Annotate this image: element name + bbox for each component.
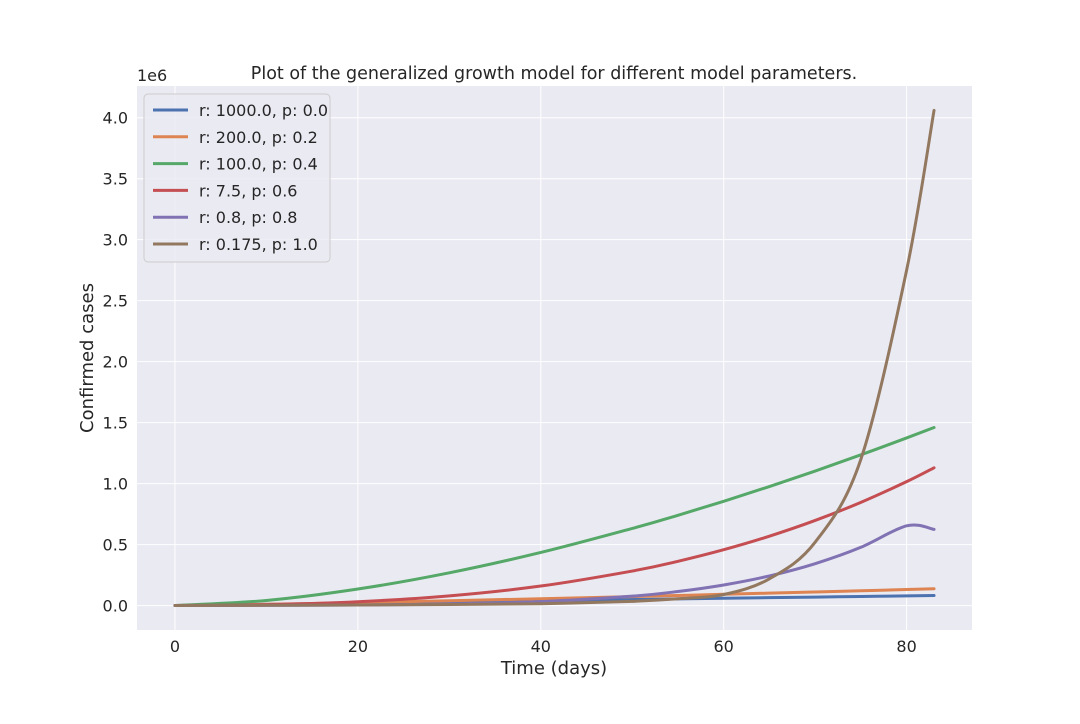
y-tick-label: 1.5 [103,414,128,433]
legend-label: r: 200.0, p: 0.2 [199,128,318,147]
legend-label: r: 0.175, p: 1.0 [199,235,318,254]
y-tick-label: 4.0 [103,109,128,128]
series-line [173,426,936,607]
series-line [173,466,936,607]
y-tick-label: 0.0 [103,597,128,616]
x-tick-label: 80 [896,637,916,656]
y-tick-label: 2.5 [103,292,128,311]
x-axis-label: Time (days) [500,658,607,679]
y-tick-label: 2.0 [103,353,128,372]
legend: r: 1000.0, p: 0.0 r: 200.0, p: 0.2 r: 100.… [143,93,331,263]
x-tick-label: 0 [170,637,180,656]
y-tick-label: 1.0 [103,475,128,494]
x-tick-label: 40 [531,637,551,656]
legend-label: r: 0.8, p: 0.8 [199,208,297,227]
y-tick-label: 3.0 [103,231,128,250]
y-tick-label: 3.5 [103,170,128,189]
y-tick-labels: 0.0 0.5 1.0 1.5 2.0 2.5 3.0 3.5 4.0 [103,109,128,616]
x-tick-label: 60 [714,637,734,656]
legend-box [143,93,331,263]
y-axis-label: Confirmed cases [77,283,98,433]
legend-label: r: 7.5, p: 0.6 [199,181,297,200]
y-tick-label: 0.5 [103,536,128,555]
legend-label: r: 1000.0, p: 0.0 [199,101,328,120]
x-tick-labels: 0 20 40 60 80 [170,637,917,656]
y-offset-label: 1e6 [137,66,167,85]
legend-label: r: 100.0, p: 0.4 [199,155,318,174]
chart-title: Plot of the generalized growth model for… [251,64,857,84]
series-line [173,108,936,607]
x-tick-label: 20 [348,637,368,656]
series-lines [173,108,936,607]
grid-lines [137,86,972,630]
